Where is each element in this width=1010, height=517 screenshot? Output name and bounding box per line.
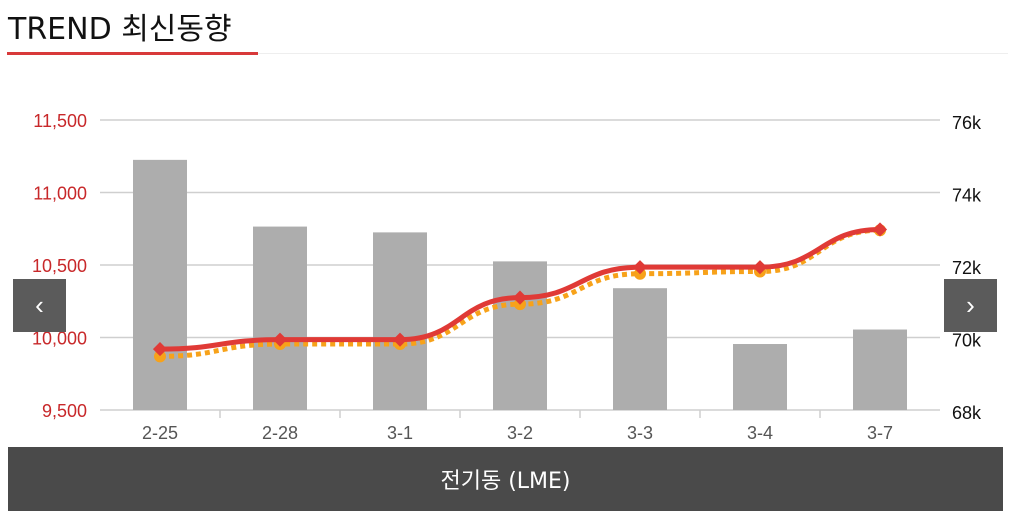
caption-label: 전기동 (LME) [440,469,571,494]
page-title: TREND 최신동향 [8,12,232,47]
bar [253,226,307,410]
x-axis-tick-label: 3-3 [627,423,653,440]
series-point-primary [152,342,168,357]
right-axis-tick-label: 76k [952,113,982,133]
series-point-primary [272,332,288,347]
bar [613,288,667,410]
prev-button[interactable]: ‹ [13,279,66,332]
series-point-primary [632,260,648,275]
header: TREND 최신동향 [0,0,1010,56]
right-axis-tick-label: 74k [952,186,982,206]
left-axis-tick-label: 10,000 [32,329,87,349]
chevron-right-icon: › [966,290,975,320]
series-point-secondary [154,350,166,363]
header-divider [258,53,1008,54]
next-button[interactable]: › [944,279,997,332]
bar [493,261,547,410]
bar [133,159,187,410]
title-underline [7,52,258,55]
bar [373,232,427,410]
x-axis-tick-label: 2-25 [142,423,178,440]
series-point-primary [752,260,768,275]
chart-caption: 전기동 (LME) [8,447,1003,511]
bar [853,329,907,410]
x-axis-tick-label: 3-7 [867,423,893,440]
x-axis-tick-label: 3-4 [747,423,773,440]
series-point-primary [392,332,408,347]
right-axis-tick-label: 70k [952,331,982,351]
left-axis-tick-label: 9,500 [42,401,87,421]
bar [733,344,787,410]
x-axis-tick-label: 2-28 [262,423,298,440]
trend-chart: 11,500 11,000 10,500 10,000 9,500 76k 74k 72k 70… [32,111,982,440]
x-axis-tick-label: 3-1 [387,423,413,440]
series-point-primary [512,290,528,305]
chevron-left-icon: ‹ [35,290,44,320]
right-axis-tick-label: 68k [952,403,982,423]
series-point-primary [872,222,888,237]
left-axis-tick-label: 11,500 [33,111,87,131]
left-axis-tick-label: 11,000 [33,184,87,204]
right-axis-tick-label: 72k [952,258,982,278]
x-axis-tick-label: 3-2 [507,423,533,440]
left-axis-tick-label: 10,500 [32,256,87,276]
